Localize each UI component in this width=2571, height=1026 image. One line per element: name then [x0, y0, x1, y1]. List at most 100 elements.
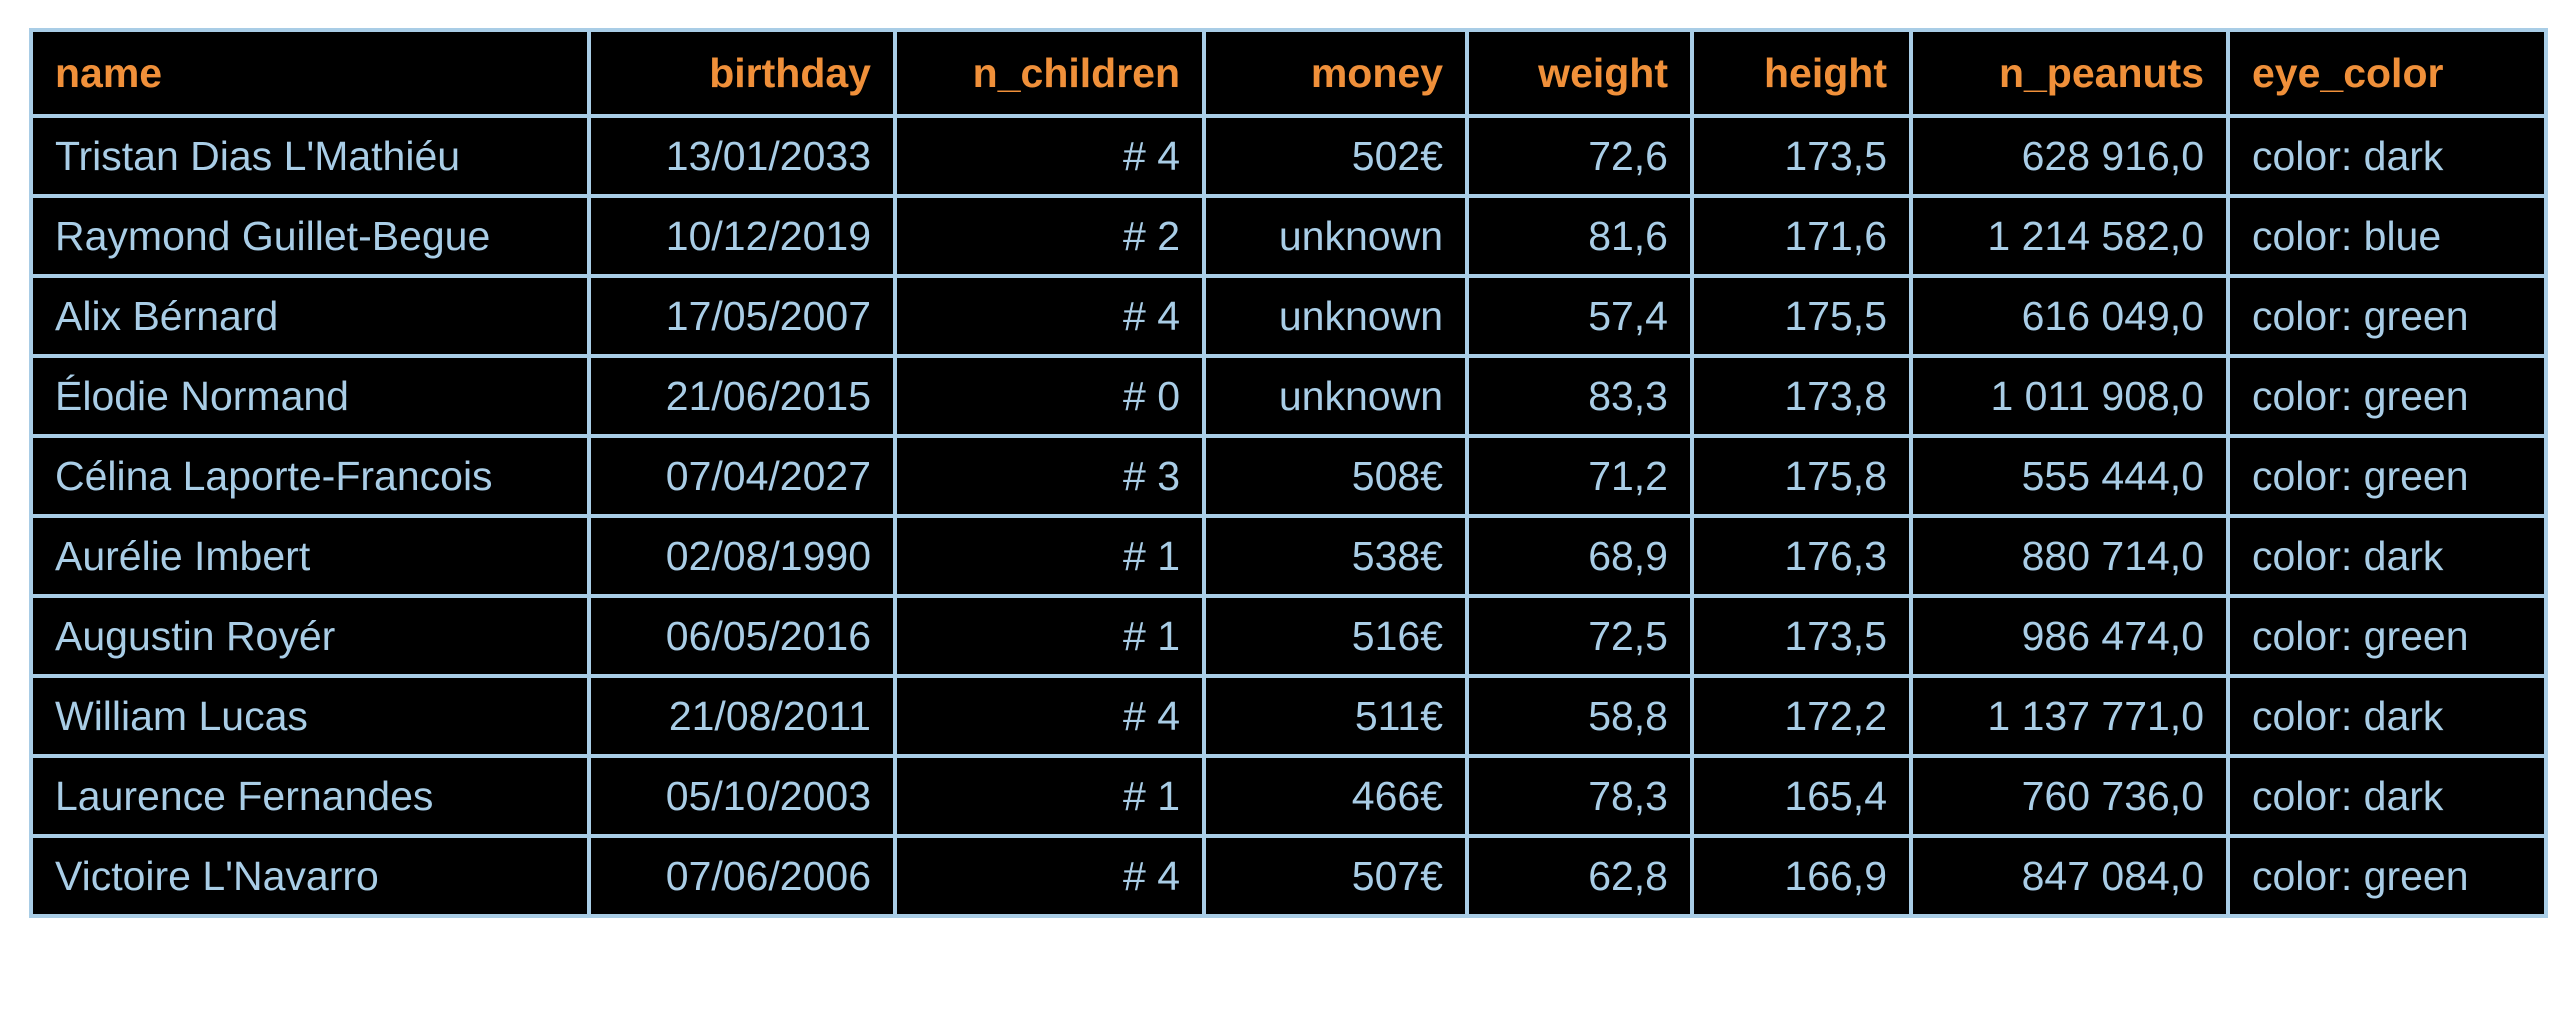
cell-name: Victoire L'Navarro [29, 834, 591, 918]
cell-n-children: # 4 [893, 674, 1206, 758]
cell-name: Alix Bérnard [29, 274, 591, 358]
column-header-height: height [1690, 28, 1913, 118]
cell-n-peanuts: 616 049,0 [1909, 274, 2230, 358]
cell-n-peanuts: 628 916,0 [1909, 114, 2230, 198]
cell-eye-color: color: green [2226, 354, 2548, 438]
cell-weight: 72,5 [1465, 594, 1694, 678]
cell-weight: 78,3 [1465, 754, 1694, 838]
cell-money: unknown [1202, 274, 1469, 358]
cell-name: Raymond Guillet-Begue [29, 194, 591, 278]
cell-birthday: 07/06/2006 [587, 834, 897, 918]
cell-height: 175,5 [1690, 274, 1913, 358]
table-row: Célina Laporte-Francois 07/04/2027 # 3 508€… [29, 434, 2548, 518]
cell-weight: 72,6 [1465, 114, 1694, 198]
cell-name: William Lucas [29, 674, 591, 758]
cell-name: Aurélie Imbert [29, 514, 591, 598]
cell-n-peanuts: 847 084,0 [1909, 834, 2230, 918]
cell-n-peanuts: 1 137 771,0 [1909, 674, 2230, 758]
cell-birthday: 17/05/2007 [587, 274, 897, 358]
table-row: Élodie Normand 21/06/2015 # 0 unknown 83,3 17… [29, 354, 2548, 438]
cell-height: 166,9 [1690, 834, 1913, 918]
column-header-n-children: n_children [893, 28, 1206, 118]
cell-weight: 68,9 [1465, 514, 1694, 598]
cell-height: 173,5 [1690, 114, 1913, 198]
cell-n-children: # 1 [893, 514, 1206, 598]
data-table-container: name birthday n_children money weight height n… [29, 28, 2548, 918]
cell-n-children: # 1 [893, 754, 1206, 838]
table-header-row: name birthday n_children money weight height n… [29, 28, 2548, 118]
cell-birthday: 05/10/2003 [587, 754, 897, 838]
cell-height: 176,3 [1690, 514, 1913, 598]
cell-height: 175,8 [1690, 434, 1913, 518]
cell-n-children: # 3 [893, 434, 1206, 518]
cell-n-peanuts: 986 474,0 [1909, 594, 2230, 678]
cell-money: 538€ [1202, 514, 1469, 598]
cell-eye-color: color: dark [2226, 514, 2548, 598]
cell-name: Laurence Fernandes [29, 754, 591, 838]
cell-weight: 81,6 [1465, 194, 1694, 278]
column-header-birthday: birthday [587, 28, 897, 118]
column-header-weight: weight [1465, 28, 1694, 118]
cell-eye-color: color: blue [2226, 194, 2548, 278]
cell-weight: 83,3 [1465, 354, 1694, 438]
table-row: Alix Bérnard 17/05/2007 # 4 unknown 57,4 175,… [29, 274, 2548, 358]
cell-eye-color: color: green [2226, 834, 2548, 918]
cell-n-children: # 0 [893, 354, 1206, 438]
table-row: William Lucas 21/08/2011 # 4 511€ 58,8 172,2 1… [29, 674, 2548, 758]
cell-n-peanuts: 880 714,0 [1909, 514, 2230, 598]
cell-n-peanuts: 760 736,0 [1909, 754, 2230, 838]
cell-money: 502€ [1202, 114, 1469, 198]
cell-n-children: # 1 [893, 594, 1206, 678]
cell-birthday: 06/05/2016 [587, 594, 897, 678]
table-row: Laurence Fernandes 05/10/2003 # 1 466€ 78,3 1… [29, 754, 2548, 838]
table-row: Augustin Royér 06/05/2016 # 1 516€ 72,5 173,5… [29, 594, 2548, 678]
column-header-eye-color: eye_color [2226, 28, 2548, 118]
cell-height: 171,6 [1690, 194, 1913, 278]
cell-eye-color: color: dark [2226, 114, 2548, 198]
cell-n-children: # 4 [893, 834, 1206, 918]
cell-weight: 62,8 [1465, 834, 1694, 918]
cell-birthday: 21/06/2015 [587, 354, 897, 438]
cell-birthday: 10/12/2019 [587, 194, 897, 278]
cell-n-peanuts: 1 011 908,0 [1909, 354, 2230, 438]
cell-money: unknown [1202, 194, 1469, 278]
cell-weight: 58,8 [1465, 674, 1694, 758]
column-header-n-peanuts: n_peanuts [1909, 28, 2230, 118]
cell-eye-color: color: green [2226, 594, 2548, 678]
cell-birthday: 13/01/2033 [587, 114, 897, 198]
cell-eye-color: color: dark [2226, 674, 2548, 758]
cell-n-peanuts: 1 214 582,0 [1909, 194, 2230, 278]
cell-birthday: 02/08/1990 [587, 514, 897, 598]
cell-n-children: # 2 [893, 194, 1206, 278]
cell-name: Tristan Dias L'Mathiéu [29, 114, 591, 198]
cell-height: 173,8 [1690, 354, 1913, 438]
cell-money: 466€ [1202, 754, 1469, 838]
cell-n-children: # 4 [893, 114, 1206, 198]
cell-birthday: 21/08/2011 [587, 674, 897, 758]
cell-money: unknown [1202, 354, 1469, 438]
cell-birthday: 07/04/2027 [587, 434, 897, 518]
cell-name: Augustin Royér [29, 594, 591, 678]
cell-height: 173,5 [1690, 594, 1913, 678]
cell-money: 507€ [1202, 834, 1469, 918]
cell-money: 516€ [1202, 594, 1469, 678]
table-row: Victoire L'Navarro 07/06/2006 # 4 507€ 62,8 1… [29, 834, 2548, 918]
cell-money: 511€ [1202, 674, 1469, 758]
cell-eye-color: color: green [2226, 274, 2548, 358]
cell-n-peanuts: 555 444,0 [1909, 434, 2230, 518]
cell-weight: 57,4 [1465, 274, 1694, 358]
cell-money: 508€ [1202, 434, 1469, 518]
cell-height: 165,4 [1690, 754, 1913, 838]
table-row: Aurélie Imbert 02/08/1990 # 1 538€ 68,9 176,3… [29, 514, 2548, 598]
cell-eye-color: color: green [2226, 434, 2548, 518]
table-row: Raymond Guillet-Begue 10/12/2019 # 2 unknow… [29, 194, 2548, 278]
cell-weight: 71,2 [1465, 434, 1694, 518]
cell-name: Célina Laporte-Francois [29, 434, 591, 518]
cell-height: 172,2 [1690, 674, 1913, 758]
cell-name: Élodie Normand [29, 354, 591, 438]
table-row: Tristan Dias L'Mathiéu 13/01/2033 # 4 502€ 7… [29, 114, 2548, 198]
data-table: name birthday n_children money weight height n… [29, 28, 2548, 918]
cell-eye-color: color: dark [2226, 754, 2548, 838]
column-header-money: money [1202, 28, 1469, 118]
table-body: Tristan Dias L'Mathiéu 13/01/2033 # 4 502€ 7… [29, 114, 2548, 918]
